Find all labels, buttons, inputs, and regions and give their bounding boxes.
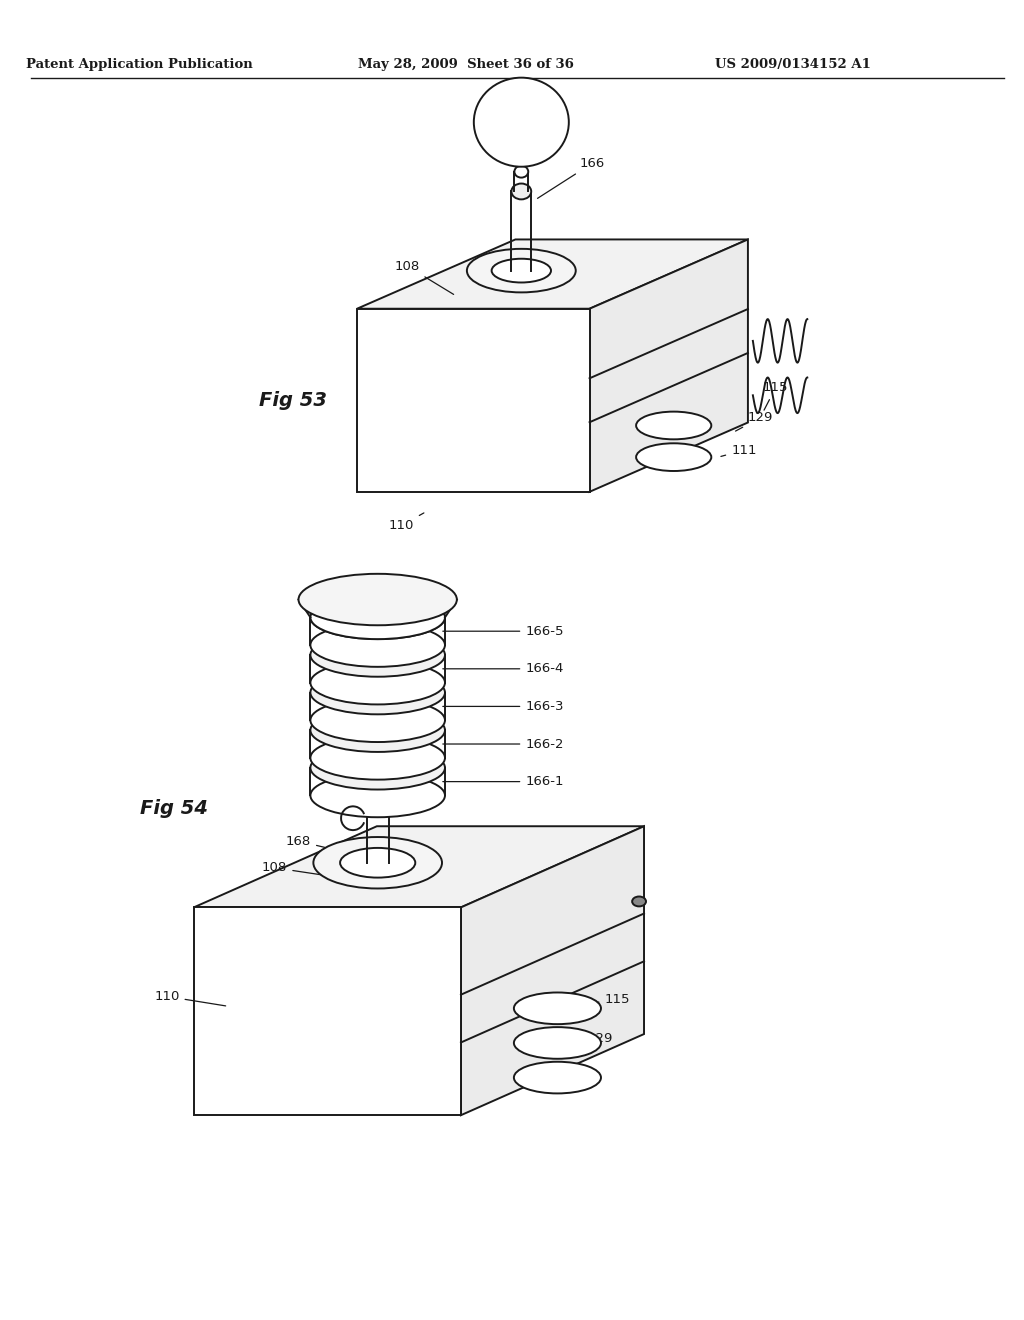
Ellipse shape xyxy=(310,671,445,714)
Ellipse shape xyxy=(636,412,712,440)
Polygon shape xyxy=(194,826,644,907)
Ellipse shape xyxy=(514,1061,601,1093)
Ellipse shape xyxy=(511,183,531,199)
Ellipse shape xyxy=(632,896,646,907)
Ellipse shape xyxy=(474,78,568,166)
Ellipse shape xyxy=(310,595,445,639)
Ellipse shape xyxy=(310,746,445,789)
Ellipse shape xyxy=(310,774,445,817)
Text: 108: 108 xyxy=(262,862,325,875)
Text: 111: 111 xyxy=(721,444,757,457)
Text: 110: 110 xyxy=(389,513,424,532)
Text: 166-2: 166-2 xyxy=(442,738,564,751)
Text: 166-5: 166-5 xyxy=(442,624,564,638)
Ellipse shape xyxy=(367,796,388,812)
Text: 168: 168 xyxy=(286,834,325,847)
Text: 129: 129 xyxy=(735,411,773,432)
Ellipse shape xyxy=(310,737,445,780)
Polygon shape xyxy=(461,826,644,1115)
Polygon shape xyxy=(194,907,461,1115)
Text: 166-3: 166-3 xyxy=(442,700,564,713)
Polygon shape xyxy=(357,239,748,309)
Ellipse shape xyxy=(636,444,712,471)
Text: 108: 108 xyxy=(394,260,454,294)
Text: Fig 54: Fig 54 xyxy=(140,799,208,818)
Ellipse shape xyxy=(369,718,387,729)
Ellipse shape xyxy=(369,643,387,653)
Ellipse shape xyxy=(340,847,416,878)
Ellipse shape xyxy=(467,249,575,293)
Ellipse shape xyxy=(310,623,445,667)
Ellipse shape xyxy=(299,574,457,626)
Ellipse shape xyxy=(310,709,445,752)
Text: 166-1: 166-1 xyxy=(442,775,564,788)
Text: 115: 115 xyxy=(572,993,630,1006)
Text: 110: 110 xyxy=(155,990,225,1006)
Polygon shape xyxy=(590,239,748,492)
Text: US 2009/0134152 A1: US 2009/0134152 A1 xyxy=(715,58,870,71)
Polygon shape xyxy=(357,309,590,492)
Text: 166: 166 xyxy=(538,157,605,198)
Text: 129: 129 xyxy=(556,1032,613,1045)
Ellipse shape xyxy=(310,698,445,742)
Text: 111: 111 xyxy=(536,1071,591,1084)
Ellipse shape xyxy=(313,837,442,888)
Text: 115: 115 xyxy=(763,381,788,411)
Ellipse shape xyxy=(492,259,551,282)
Text: May 28, 2009  Sheet 36 of 36: May 28, 2009 Sheet 36 of 36 xyxy=(358,58,573,71)
Ellipse shape xyxy=(310,661,445,705)
Ellipse shape xyxy=(369,756,387,766)
Ellipse shape xyxy=(369,681,387,690)
Ellipse shape xyxy=(514,993,601,1024)
Ellipse shape xyxy=(514,1027,601,1059)
Ellipse shape xyxy=(514,166,528,178)
Text: Patent Application Publication: Patent Application Publication xyxy=(26,58,253,71)
Ellipse shape xyxy=(310,595,445,639)
Ellipse shape xyxy=(310,634,445,677)
Text: 166-4: 166-4 xyxy=(442,663,563,676)
Text: Fig 53: Fig 53 xyxy=(259,391,327,411)
